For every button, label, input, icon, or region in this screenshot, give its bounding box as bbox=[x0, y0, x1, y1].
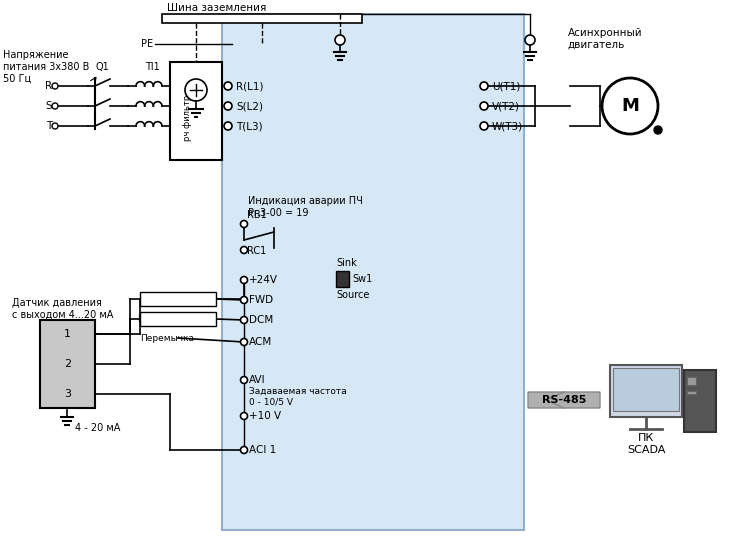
Circle shape bbox=[241, 296, 248, 304]
Text: S: S bbox=[45, 101, 52, 111]
Text: S(L2): S(L2) bbox=[236, 101, 263, 111]
Text: Пуск/Стоп: Пуск/Стоп bbox=[154, 294, 203, 304]
Text: +24V: +24V bbox=[249, 275, 278, 285]
Text: рч фильтр: рч фильтр bbox=[184, 95, 192, 141]
Text: Шина заземления: Шина заземления bbox=[167, 3, 266, 13]
Text: 4 - 20 мА: 4 - 20 мА bbox=[75, 423, 120, 433]
Text: Датчик давления
с выходом 4...20 мА: Датчик давления с выходом 4...20 мА bbox=[12, 298, 114, 320]
Circle shape bbox=[185, 79, 207, 101]
Bar bbox=[170, 62, 222, 160]
Text: W(T3): W(T3) bbox=[492, 121, 523, 131]
Circle shape bbox=[654, 126, 662, 134]
Text: Перемычка: Перемычка bbox=[140, 333, 194, 343]
FancyArrow shape bbox=[546, 392, 600, 408]
Circle shape bbox=[335, 35, 345, 45]
Circle shape bbox=[241, 317, 248, 324]
Bar bbox=[684, 370, 716, 432]
Text: RS-485: RS-485 bbox=[542, 395, 586, 405]
Circle shape bbox=[241, 338, 248, 345]
Circle shape bbox=[224, 122, 232, 130]
Text: T(L3): T(L3) bbox=[236, 121, 262, 131]
Text: Задаваемая частота
0 - 10/5 V: Задаваемая частота 0 - 10/5 V bbox=[249, 387, 347, 406]
Bar bbox=[610, 365, 682, 417]
Text: DCM: DCM bbox=[249, 315, 273, 325]
Circle shape bbox=[224, 82, 232, 90]
Circle shape bbox=[52, 103, 58, 109]
Text: T: T bbox=[46, 121, 52, 131]
Text: Sink: Sink bbox=[336, 258, 356, 268]
Text: U(T1): U(T1) bbox=[492, 81, 521, 91]
Text: PE: PE bbox=[141, 39, 153, 49]
Circle shape bbox=[241, 220, 248, 228]
Text: 2: 2 bbox=[64, 359, 71, 369]
Circle shape bbox=[480, 82, 488, 90]
Bar bbox=[613, 368, 679, 411]
Text: Цифровая земля: Цифровая земля bbox=[138, 314, 218, 324]
Text: RC1: RC1 bbox=[247, 246, 266, 256]
Text: R: R bbox=[45, 81, 52, 91]
Text: AVI: AVI bbox=[249, 375, 265, 385]
Bar bbox=[140, 312, 216, 326]
Circle shape bbox=[52, 83, 58, 89]
Text: +10 V: +10 V bbox=[249, 411, 281, 421]
Text: ACM: ACM bbox=[249, 337, 272, 347]
Text: V(T2): V(T2) bbox=[492, 101, 520, 111]
Text: Тl1: Тl1 bbox=[144, 62, 160, 72]
Text: R(L1): R(L1) bbox=[236, 81, 263, 91]
Text: ПК
SCADA: ПК SCADA bbox=[627, 433, 665, 454]
FancyArrow shape bbox=[528, 392, 582, 408]
Circle shape bbox=[241, 376, 248, 383]
Text: Sw1: Sw1 bbox=[352, 274, 373, 284]
Text: Напряжение
питания 3х380 В
50 Гц: Напряжение питания 3х380 В 50 Гц bbox=[3, 50, 90, 83]
Bar bbox=[40, 320, 95, 408]
Text: RB1: RB1 bbox=[247, 210, 267, 220]
Text: 1: 1 bbox=[64, 329, 71, 339]
Bar bbox=[687, 391, 696, 394]
Circle shape bbox=[525, 35, 535, 45]
Bar bbox=[140, 292, 216, 306]
Text: М: М bbox=[621, 97, 639, 115]
Text: 3: 3 bbox=[64, 389, 71, 399]
Bar bbox=[687, 377, 696, 385]
Circle shape bbox=[241, 276, 248, 283]
Bar bbox=[222, 14, 524, 530]
Bar bbox=[162, 14, 362, 23]
Text: ACI 1: ACI 1 bbox=[249, 445, 276, 455]
Text: Source: Source bbox=[336, 290, 370, 300]
Bar bbox=[336, 271, 349, 287]
Circle shape bbox=[241, 413, 248, 420]
Circle shape bbox=[480, 122, 488, 130]
Circle shape bbox=[241, 446, 248, 453]
Circle shape bbox=[602, 78, 658, 134]
Text: Q1: Q1 bbox=[95, 62, 109, 72]
Text: FWD: FWD bbox=[249, 295, 273, 305]
Circle shape bbox=[52, 123, 58, 129]
Text: Индикация аварии ПЧ
Pr.3-00 = 19: Индикация аварии ПЧ Pr.3-00 = 19 bbox=[248, 196, 363, 218]
Circle shape bbox=[224, 102, 232, 110]
Circle shape bbox=[241, 247, 248, 254]
Circle shape bbox=[480, 102, 488, 110]
Text: Асинхронный
двигатель: Асинхронный двигатель bbox=[568, 28, 643, 49]
